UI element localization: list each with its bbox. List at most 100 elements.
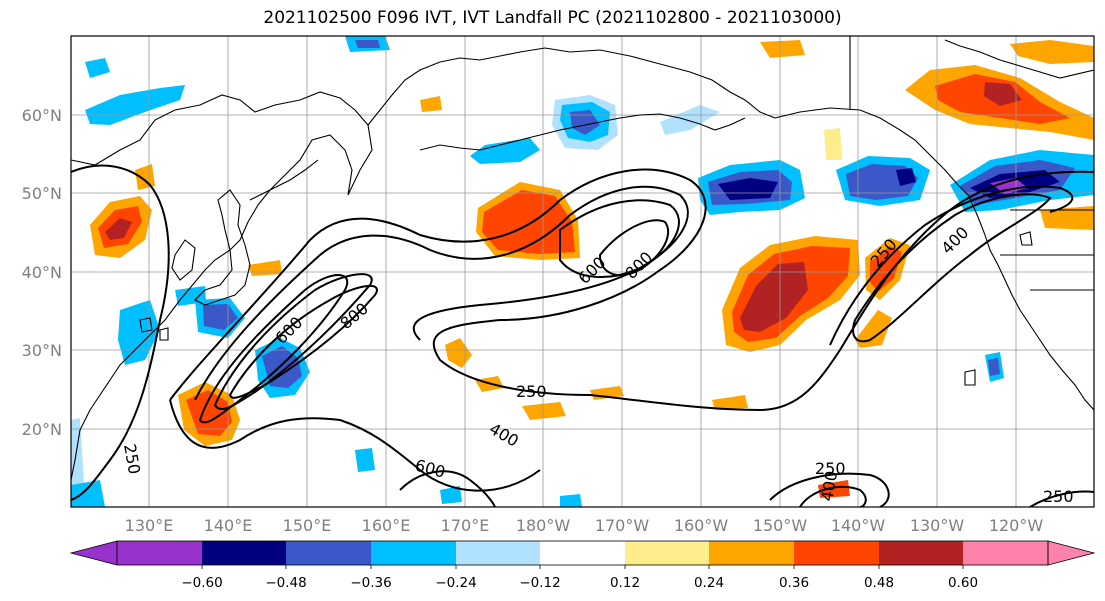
figure-title: 2021102500 F096 IVT, IVT Landfall PC (20…: [263, 8, 842, 28]
lon-tick-label: 140°E: [204, 516, 253, 535]
lat-ticks: 20°N 30°N 40°N 50°N 60°N: [22, 106, 62, 439]
colorbar-frame: [116, 540, 1049, 566]
field-positive: [824, 128, 842, 160]
contour-label: 250: [516, 382, 547, 401]
lon-tick-label: 130°W: [910, 516, 965, 535]
lat-tick-label: 60°N: [22, 106, 62, 125]
colorbar-tick-label: 0.60: [948, 575, 978, 591]
field-negative: [470, 138, 540, 164]
field-negative: [175, 286, 206, 306]
colorbar: −0.60 −0.48 −0.36 −0.24 −0.12 0.12 0.24 …: [69, 540, 1096, 591]
kamchatka-coastline: [367, 47, 776, 126]
field-positive: [740, 262, 808, 332]
contour-600-east: [559, 199, 680, 278]
colorbar-segment: [371, 541, 456, 565]
colorbar-segment: [625, 541, 709, 565]
contour-250-southeast: [1029, 490, 1094, 507]
field-positive: [855, 310, 892, 348]
colorbar-segment: [879, 541, 963, 565]
field-negative: [440, 486, 462, 504]
colorbar-tick-label: −0.60: [181, 575, 222, 591]
north-america-coast: [849, 36, 1094, 110]
field-negative: [718, 178, 778, 200]
japan-coastline: [194, 189, 251, 306]
lon-ticks: 130°E 140°E 150°E 160°E 170°E 180°W 170°…: [125, 516, 1044, 535]
lon-tick-label: 150°E: [283, 516, 332, 535]
lon-tick-label: 170°W: [595, 516, 650, 535]
field-negative: [990, 178, 1028, 194]
contour-400-se: [799, 485, 867, 507]
field-negative: [355, 40, 380, 48]
field-negative: [85, 58, 110, 78]
contour-250-main: [169, 168, 1094, 412]
canada-border: [1000, 209, 1094, 291]
field-positive: [870, 246, 902, 292]
colorbar-segment: [117, 541, 202, 565]
field-negative: [355, 448, 375, 472]
contour-600-south: [399, 470, 496, 507]
lat-tick-label: 20°N: [22, 420, 62, 439]
colorbar-segment: [540, 541, 625, 565]
field-negative: [660, 105, 720, 135]
field-negative: [560, 494, 582, 507]
lat-tick-label: 30°N: [22, 341, 62, 360]
field-negative: [262, 346, 302, 388]
field-positive: [420, 96, 442, 112]
field-positive: [135, 164, 155, 190]
gridlines: [71, 36, 1094, 507]
contour-250-south: [169, 399, 541, 492]
kurils-coastline: [249, 159, 319, 201]
colorbar-tick-label: 0.12: [610, 575, 640, 591]
contour-800-loop: [228, 284, 378, 399]
alaska-coastline: [774, 107, 1094, 411]
field-negative: [203, 304, 238, 330]
colorbar-tick-label: 0.48: [864, 575, 894, 591]
field-positive: [984, 82, 1022, 106]
contour-250-ne: [829, 185, 1074, 346]
colorbar-extend-high: [1047, 540, 1096, 566]
contour-label: 250: [1043, 487, 1074, 506]
contour-400-main: [194, 185, 689, 401]
contour-400-ne: [852, 193, 1052, 343]
colorbar-ticks: [201, 565, 964, 569]
lat-tick-label: 50°N: [22, 184, 62, 203]
contour-label: 250: [815, 459, 846, 478]
colorbar-tick-label: −0.48: [265, 575, 306, 591]
field-negative: [896, 168, 916, 186]
ivt-contours: [71, 164, 1094, 507]
colorbar-segment: [963, 541, 1048, 565]
map-frame: [70, 35, 1095, 508]
colorbar-segment: [794, 541, 879, 565]
field-negative: [71, 480, 105, 507]
field-positive: [760, 40, 805, 58]
lon-tick-label: 160°W: [674, 516, 729, 535]
lon-tick-label: 130°E: [125, 516, 174, 535]
lon-tick-label: 160°E: [362, 516, 411, 535]
contour-250-se: [769, 472, 890, 507]
colorbar-tick-label: 0.24: [694, 575, 724, 591]
field-positive: [105, 218, 132, 240]
asia-coastline: [71, 91, 373, 481]
field-positive: [186, 390, 232, 436]
colorbar-tick-label: −0.24: [435, 575, 476, 591]
lon-tick-label: 140°W: [831, 516, 886, 535]
field-positive: [482, 190, 575, 254]
field-negative: [570, 110, 600, 135]
coastlines: [71, 36, 1094, 481]
lat-tick-label: 40°N: [22, 263, 62, 282]
lon-tick-label: 120°W: [989, 516, 1044, 535]
colorbar-segment: [286, 541, 371, 565]
colorbar-segment: [709, 541, 794, 565]
field-positive: [818, 480, 850, 498]
colorbar-tick-label: 0.36: [779, 575, 809, 591]
field-positive: [522, 402, 566, 420]
islands: [139, 231, 1033, 386]
lon-tick-label: 170°E: [441, 516, 490, 535]
colorbar-tick-label: −0.36: [350, 575, 391, 591]
field-positive: [712, 395, 748, 410]
field-positive: [1010, 40, 1094, 64]
aleutians-coastline: [419, 113, 746, 151]
colorbar-extend-low: [69, 540, 118, 566]
contour-800-east: [598, 219, 670, 277]
